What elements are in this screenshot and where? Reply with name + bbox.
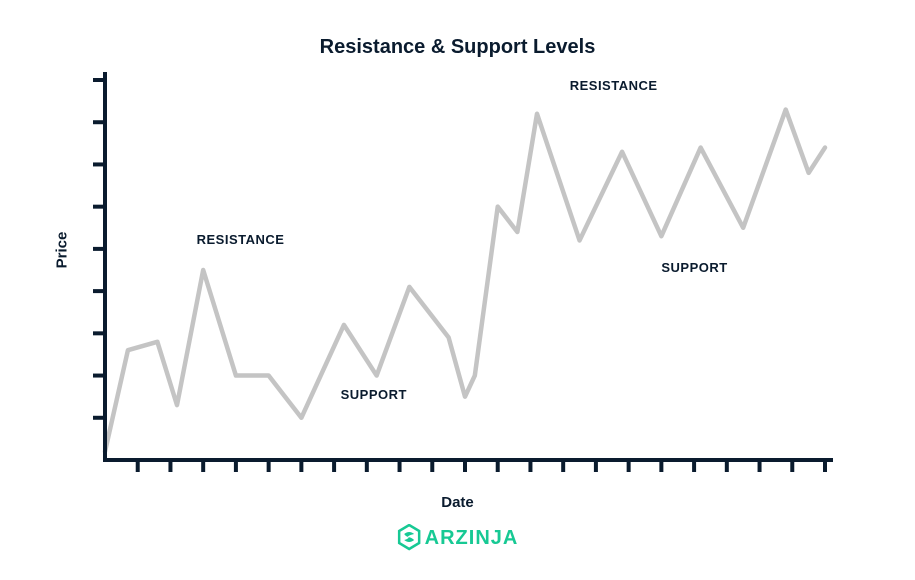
brand-logo: ARZINJA [397, 524, 519, 552]
logo-text: ARZINJA [425, 527, 519, 550]
support-label: SUPPORT [341, 387, 407, 402]
y-axis-label: Price [54, 232, 71, 269]
rs-chart [0, 0, 915, 580]
support-label: SUPPORT [661, 260, 727, 275]
resistance-label: RESISTANCE [570, 78, 658, 93]
resistance-label: RESISTANCE [197, 232, 285, 247]
x-axis-label: Date [0, 494, 915, 511]
logo-icon [397, 524, 421, 552]
